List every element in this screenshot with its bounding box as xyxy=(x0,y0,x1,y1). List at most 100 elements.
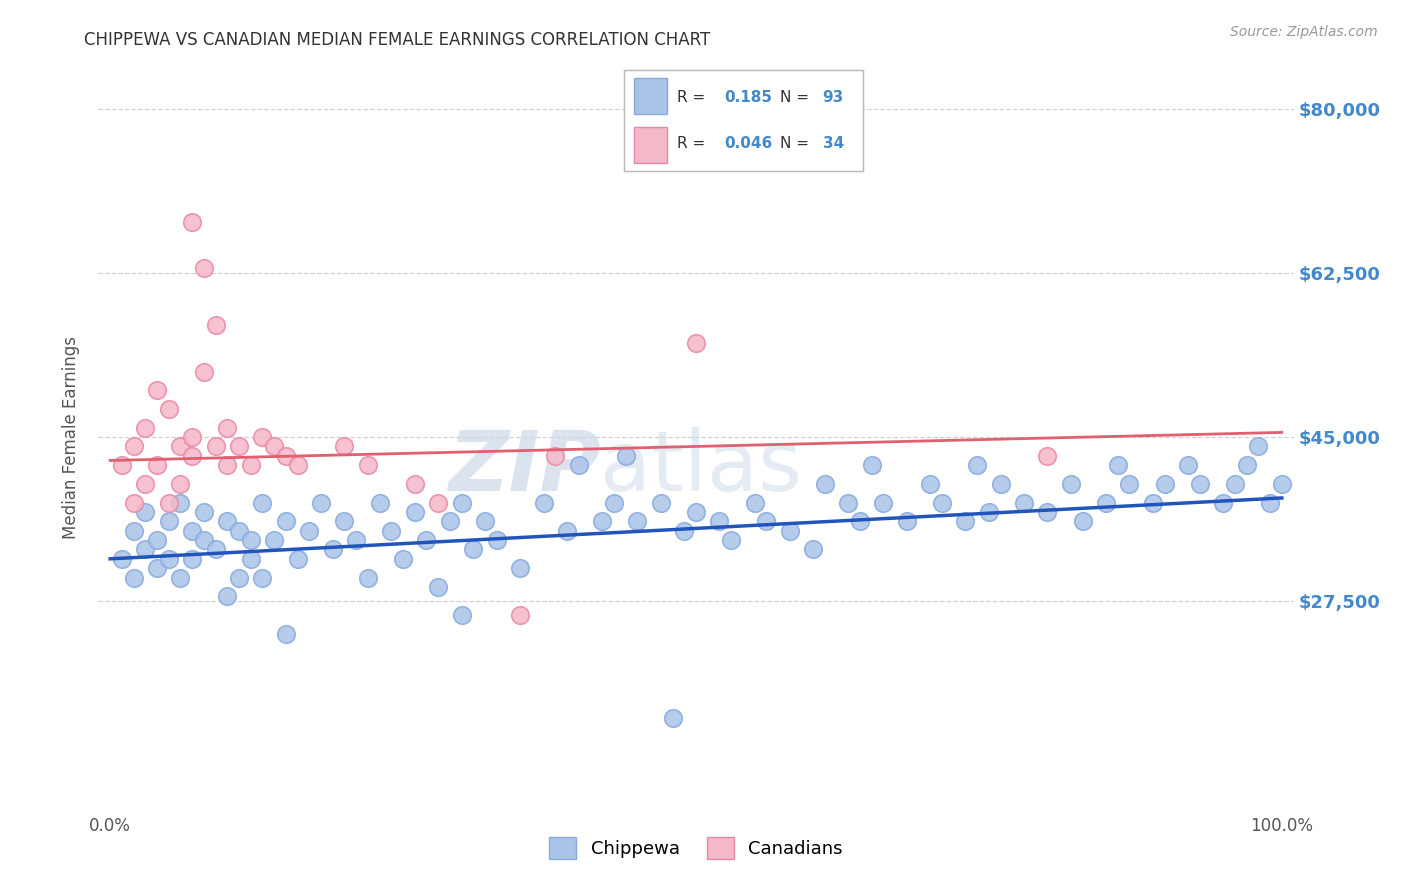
Point xyxy=(837,496,859,510)
Point xyxy=(1236,458,1258,473)
Point xyxy=(274,449,297,463)
Point xyxy=(415,533,437,547)
Point xyxy=(333,440,356,453)
Point xyxy=(146,533,169,547)
Point xyxy=(134,505,156,519)
Text: Source: ZipAtlas.com: Source: ZipAtlas.com xyxy=(1230,25,1378,39)
Point xyxy=(603,496,626,510)
Point xyxy=(204,440,226,453)
Point xyxy=(1247,440,1270,453)
Legend: Chippewa, Canadians: Chippewa, Canadians xyxy=(541,830,851,866)
Point xyxy=(990,476,1012,491)
Point xyxy=(463,542,485,557)
Point xyxy=(169,496,191,510)
Point xyxy=(274,626,297,640)
Point xyxy=(533,496,555,510)
Point xyxy=(287,551,309,566)
Point xyxy=(1060,476,1083,491)
Point xyxy=(217,458,239,473)
Point xyxy=(181,449,204,463)
Point xyxy=(650,496,672,510)
Point xyxy=(966,458,988,473)
Point xyxy=(287,458,309,473)
Point xyxy=(228,571,250,585)
Point xyxy=(344,533,367,547)
Point xyxy=(544,449,567,463)
Point xyxy=(439,514,461,528)
Point xyxy=(122,571,145,585)
Point xyxy=(1107,458,1129,473)
Point xyxy=(298,524,321,538)
Point xyxy=(169,476,191,491)
Point xyxy=(685,336,707,351)
Point xyxy=(1036,505,1059,519)
Point xyxy=(404,476,426,491)
Point xyxy=(380,524,402,538)
Point xyxy=(474,514,496,528)
Point xyxy=(450,608,472,623)
Point xyxy=(193,261,215,276)
Point xyxy=(252,496,274,510)
Point xyxy=(955,514,977,528)
Point xyxy=(626,514,648,528)
Point xyxy=(427,580,450,594)
Point xyxy=(392,551,415,566)
Point xyxy=(181,551,204,566)
Point xyxy=(169,571,191,585)
Point xyxy=(709,514,731,528)
Point xyxy=(193,365,215,379)
Point xyxy=(239,533,262,547)
Point xyxy=(263,533,285,547)
Point xyxy=(685,505,707,519)
Point xyxy=(485,533,508,547)
Point xyxy=(744,496,766,510)
Point xyxy=(309,496,332,510)
Point xyxy=(239,458,262,473)
Point xyxy=(122,496,145,510)
Point xyxy=(239,551,262,566)
Point xyxy=(849,514,872,528)
Point xyxy=(157,496,180,510)
Point xyxy=(1223,476,1246,491)
Point xyxy=(404,505,426,519)
Point xyxy=(801,542,824,557)
Point xyxy=(217,514,239,528)
Point xyxy=(1258,496,1281,510)
Point xyxy=(111,458,134,473)
Point xyxy=(157,551,180,566)
Point xyxy=(814,476,837,491)
Point xyxy=(673,524,696,538)
Point xyxy=(193,505,215,519)
Point xyxy=(134,542,156,557)
Point xyxy=(860,458,883,473)
Point xyxy=(357,458,380,473)
Point xyxy=(357,571,380,585)
Point xyxy=(1142,496,1164,510)
Point xyxy=(217,420,239,434)
Point xyxy=(204,542,226,557)
Point xyxy=(228,440,250,453)
Point xyxy=(450,496,472,510)
Point xyxy=(122,524,145,538)
Point xyxy=(1271,476,1294,491)
Point xyxy=(568,458,591,473)
Point xyxy=(181,524,204,538)
Point xyxy=(193,533,215,547)
Point xyxy=(779,524,801,538)
Point xyxy=(1012,496,1035,510)
Point xyxy=(591,514,613,528)
Point xyxy=(146,458,169,473)
Point xyxy=(896,514,918,528)
Point xyxy=(146,384,169,398)
Point xyxy=(157,401,180,416)
Point xyxy=(509,608,531,623)
Point xyxy=(333,514,356,528)
Point xyxy=(1188,476,1211,491)
Point xyxy=(111,551,134,566)
Point xyxy=(755,514,778,528)
Point xyxy=(204,318,226,332)
Point xyxy=(322,542,344,557)
Text: atlas: atlas xyxy=(600,426,801,508)
Point xyxy=(977,505,1000,519)
Point xyxy=(1177,458,1199,473)
